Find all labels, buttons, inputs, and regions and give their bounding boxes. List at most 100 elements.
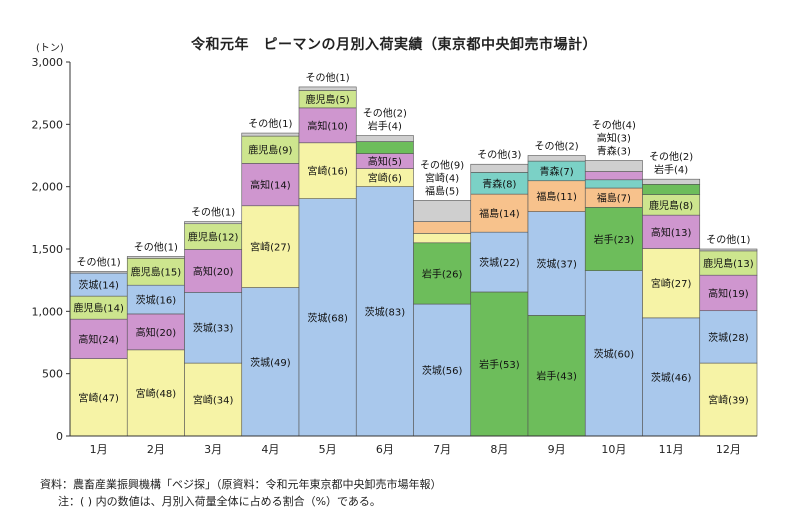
data-label: 鹿児島(14) — [73, 302, 124, 315]
outside-label: 青森(3) — [597, 144, 631, 157]
data-label: 茨城(33) — [193, 322, 234, 335]
y-tick-label: 3,000 — [32, 56, 64, 69]
y-tick-label: 1,500 — [32, 243, 64, 256]
outside-label: その他(9) — [420, 158, 464, 171]
bar-segment-10-item — [585, 180, 642, 188]
data-label: 青森(8) — [482, 177, 516, 190]
data-label: 岩手(53) — [479, 358, 520, 371]
bar-segment-6-item — [356, 142, 413, 154]
data-label: 鹿児島(5) — [306, 93, 350, 106]
bar-segment-8-item — [471, 164, 528, 172]
bar-segment-10-item — [585, 160, 642, 171]
data-label: 茨城(56) — [422, 364, 463, 377]
y-tick-label: 500 — [42, 368, 63, 381]
data-label: 青森(7) — [540, 165, 574, 178]
y-tick-label: 2,500 — [32, 118, 64, 131]
bar-segment-7-item — [414, 233, 471, 242]
data-label: 鹿児島(13) — [703, 257, 754, 270]
footnote: 注：( ) 内の数値は、月別入荷量全体に占める割合（%）である。 — [58, 493, 381, 509]
outside-label: 岩手(4) — [368, 120, 402, 133]
data-label: 宮崎(16) — [307, 165, 348, 178]
data-label: 宮崎(47) — [78, 391, 119, 404]
data-label: 高知(14) — [250, 179, 291, 192]
outside-label: 宮崎(4) — [425, 171, 459, 184]
data-label: 茨城(37) — [536, 257, 577, 270]
data-label: 茨城(28) — [708, 331, 749, 344]
data-label: 高知(19) — [708, 287, 749, 300]
data-label: 鹿児島(8) — [649, 199, 693, 212]
data-label: 茨城(60) — [594, 347, 635, 360]
x-tick-label: 12月 — [716, 443, 741, 456]
bar-segment-7-item — [414, 200, 471, 221]
outside-label: その他(2) — [649, 150, 693, 163]
data-label: 鹿児島(15) — [131, 266, 182, 279]
bar-segment-11-item — [643, 179, 700, 184]
data-label: 茨城(49) — [250, 356, 291, 369]
data-label: 高知(13) — [651, 226, 692, 239]
x-tick-label: 6月 — [376, 443, 394, 456]
data-label: 高知(24) — [78, 333, 119, 346]
x-tick-label: 7月 — [433, 443, 451, 456]
bar-segment-2-item — [127, 256, 184, 258]
outside-label: その他(3) — [477, 148, 521, 161]
data-label: 宮崎(27) — [250, 241, 291, 254]
y-tick-label: 2,000 — [32, 181, 64, 194]
bar-segment-12-item — [700, 249, 757, 251]
bar-segment-7-item — [414, 222, 471, 234]
data-label: 岩手(23) — [594, 233, 635, 246]
bar-segment-10-item — [585, 172, 642, 180]
data-label: 宮崎(48) — [136, 387, 177, 400]
outside-label: その他(1) — [306, 71, 350, 84]
outside-label: その他(1) — [134, 240, 178, 253]
data-label: 宮崎(6) — [368, 172, 402, 185]
data-label: 茨城(22) — [479, 256, 520, 269]
outside-label: 岩手(4) — [654, 163, 688, 176]
outside-label: その他(2) — [535, 140, 579, 153]
data-label: 茨城(14) — [78, 279, 119, 292]
data-label: 鹿児島(9) — [248, 144, 292, 157]
data-label: 福島(14) — [479, 207, 520, 220]
x-tick-label: 1月 — [90, 443, 108, 456]
x-tick-label: 3月 — [204, 443, 222, 456]
x-tick-label: 10月 — [601, 443, 626, 456]
data-label: 高知(5) — [368, 155, 402, 168]
data-label: 高知(20) — [193, 265, 234, 278]
bar-segment-3-item — [185, 222, 242, 224]
bar-segment-5-item — [299, 87, 356, 90]
data-label: 高知(10) — [307, 119, 348, 132]
data-label: 宮崎(39) — [708, 394, 749, 407]
bar-segment-4-item — [242, 133, 299, 136]
stacked-bar-chart: 0 500 1,000 1,500 2,000 2,500 3,000 宮崎(47) 高知(24… — [0, 0, 788, 470]
x-tick-label: 4月 — [261, 443, 279, 456]
data-label: 茨城(68) — [307, 311, 348, 324]
data-label: 福島(11) — [536, 190, 577, 203]
x-tick-label: 8月 — [490, 443, 508, 456]
outside-label: その他(1) — [191, 206, 235, 219]
outside-label: その他(1) — [77, 255, 121, 268]
x-tick-label: 9月 — [548, 443, 566, 456]
bar-segment-6-item — [356, 136, 413, 142]
data-label: 茨城(83) — [365, 305, 406, 318]
outside-label: 福島(5) — [425, 184, 459, 197]
y-tick-label: 1,000 — [32, 305, 64, 318]
outside-label: その他(2) — [363, 107, 407, 120]
bar-segment-1-item — [70, 271, 127, 273]
outside-label: その他(1) — [706, 233, 750, 246]
data-label: 鹿児島(12) — [188, 231, 239, 244]
data-label: 宮崎(27) — [651, 277, 692, 290]
bar-segment-9-item — [528, 156, 585, 162]
data-label: 茨城(46) — [651, 371, 692, 384]
x-tick-label: 2月 — [147, 443, 165, 456]
x-tick-label: 5月 — [319, 443, 337, 456]
data-label: 福島(7) — [597, 192, 631, 205]
data-label: 宮崎(34) — [193, 394, 234, 407]
x-tick-label: 11月 — [659, 443, 684, 456]
source-note: 資料：農畜産業振興機構「ベジ探」（原資料：令和元年東京都中央卸売市場年報） — [40, 476, 442, 492]
data-label: 茨城(16) — [136, 294, 177, 307]
outside-label: 高知(3) — [597, 131, 631, 144]
y-tick-label: 0 — [56, 430, 63, 443]
data-label: 高知(20) — [136, 326, 177, 339]
data-label: 岩手(43) — [536, 370, 577, 383]
outside-label: その他(4) — [592, 118, 636, 131]
bar-segment-11-item — [643, 184, 700, 194]
